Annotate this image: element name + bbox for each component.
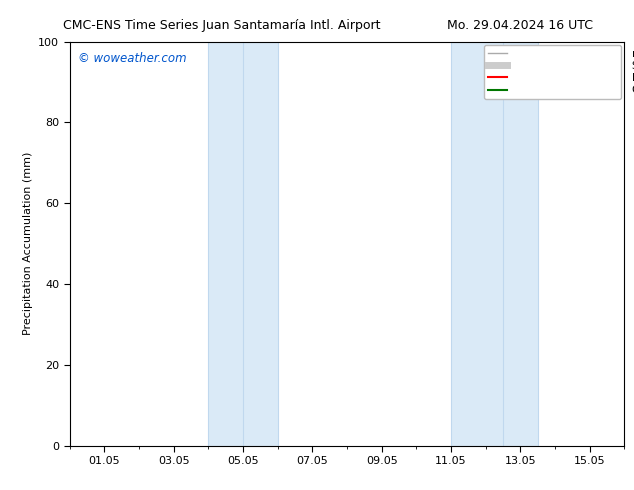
Legend: min/max, Standard deviation, Ensemble mean run, Controll run: min/max, Standard deviation, Ensemble me…: [484, 45, 621, 99]
Bar: [451, 42, 538, 446]
Y-axis label: Precipitation Accumulation (mm): Precipitation Accumulation (mm): [23, 152, 33, 336]
Text: Mo. 29.04.2024 16 UTC: Mo. 29.04.2024 16 UTC: [447, 19, 593, 32]
Bar: [209, 42, 278, 446]
Text: © woweather.com: © woweather.com: [78, 52, 186, 65]
Text: CMC-ENS Time Series Juan Santamaría Intl. Airport: CMC-ENS Time Series Juan Santamaría Intl…: [63, 19, 380, 32]
